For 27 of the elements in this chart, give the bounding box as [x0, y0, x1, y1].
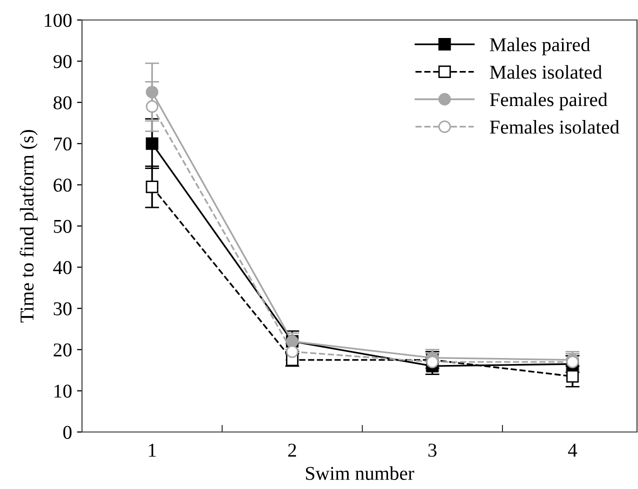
x-tick-label: 3	[428, 444, 436, 457]
point	[566, 370, 579, 383]
y-tick-label: 20	[54, 343, 72, 357]
y-tick-label: 30	[54, 302, 72, 316]
legend-label: Females isolated	[490, 120, 620, 134]
x-axis-title: Swim number	[306, 466, 414, 480]
point	[286, 345, 298, 358]
y-tick-label: 0	[63, 426, 72, 439]
x-tick-label: 4	[568, 444, 578, 457]
y-tick-label: 10	[54, 384, 72, 398]
y-tick-label: 80	[54, 96, 72, 110]
point	[146, 137, 158, 150]
x-tick-label: 1	[148, 444, 156, 457]
y-tick-label: 60	[54, 178, 72, 192]
y-axis-title: Time to find platform (s)	[20, 130, 38, 323]
y-tick-label: 50	[54, 220, 72, 233]
x-tick-label: 2	[288, 444, 296, 457]
point	[146, 100, 158, 113]
legend-label: Males isolated	[490, 65, 602, 79]
legend-label: Males paired	[490, 38, 590, 56]
point	[146, 180, 158, 194]
y-tick-label: 100	[44, 14, 72, 27]
y-tick-label: 90	[53, 55, 72, 68]
point	[146, 86, 158, 98]
legend-label: Females paired	[490, 92, 608, 110]
y-tick-label: 70	[54, 137, 72, 151]
y-tick-label: 40	[53, 261, 72, 274]
